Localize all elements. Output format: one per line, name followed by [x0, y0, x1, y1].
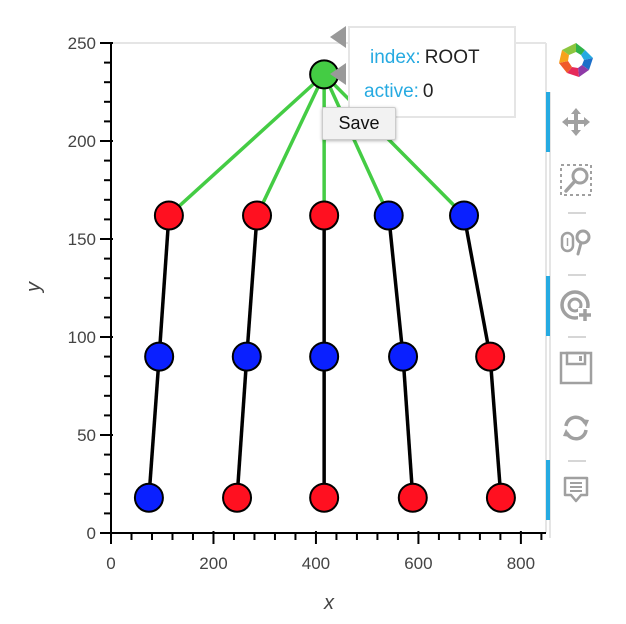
tap-active-indicator — [546, 276, 550, 336]
graph-node[interactable] — [475, 341, 506, 372]
save-tool-button[interactable] — [556, 348, 596, 388]
bokeh-logo-icon — [559, 43, 593, 77]
graph-node[interactable] — [242, 200, 273, 231]
graph-nodes — [133, 59, 516, 513]
save-tooltip: Save — [322, 107, 396, 140]
graph-node[interactable] — [373, 200, 404, 231]
hover-active-indicator — [546, 460, 550, 520]
x-axis-label: x — [323, 592, 335, 614]
y-axis-label: y — [23, 281, 45, 294]
graph-node[interactable] — [449, 200, 480, 231]
toolbar-separator — [568, 212, 586, 214]
graph-node[interactable] — [231, 341, 262, 372]
x-tick-label: 400 — [302, 554, 330, 573]
tooltip-key: index: — [370, 47, 421, 68]
box-zoom-tool-button[interactable] — [556, 160, 596, 200]
graph-edge — [322, 73, 466, 217]
x-tick-label: 200 — [199, 554, 227, 573]
box-zoom-icon — [560, 164, 592, 196]
graph-node[interactable] — [397, 482, 428, 513]
y-tick-label: 0 — [87, 524, 96, 543]
wheel-zoom-tool-button[interactable] — [556, 222, 596, 262]
y-tick-label: 100 — [68, 328, 96, 347]
tap-tool-button[interactable] — [556, 286, 596, 326]
graph-node[interactable] — [153, 200, 184, 231]
graph-node[interactable] — [133, 482, 164, 513]
pan-active-indicator — [546, 92, 550, 152]
y-tick-label: 200 — [68, 132, 96, 151]
hover-icon — [563, 476, 589, 503]
graph-edge — [235, 356, 249, 498]
tap-icon — [560, 290, 592, 322]
tooltip-arrow — [330, 26, 346, 48]
tooltip-arrow — [330, 63, 346, 85]
reset-tool-button[interactable] — [556, 408, 596, 448]
x-tick-label: 0 — [106, 554, 115, 573]
graph-edge — [167, 73, 326, 217]
hover-tooltip: index: ROOT active: 0 — [330, 26, 516, 118]
x-tick-label: 600 — [404, 554, 432, 573]
wheel-zoom-icon — [560, 229, 591, 256]
graph-edge — [322, 73, 391, 217]
graph-edge — [255, 73, 326, 217]
y-tick-label: 50 — [77, 426, 96, 445]
graph-node[interactable] — [309, 341, 340, 372]
pan-icon — [562, 108, 590, 136]
hover-tool-button[interactable] — [556, 470, 596, 510]
toolbar-divider — [549, 92, 551, 538]
bokeh-logo[interactable] — [556, 40, 596, 80]
graph-node[interactable] — [485, 482, 516, 513]
toolbar-separator — [568, 274, 586, 276]
graph-node[interactable] — [309, 482, 340, 513]
graph-edges — [147, 73, 503, 498]
graph-edge — [157, 215, 171, 357]
y-tick-label: 150 — [68, 230, 96, 249]
graph-edge — [245, 215, 259, 357]
tooltip-row-index: index: ROOT — [370, 47, 480, 69]
pan-tool-button[interactable] — [556, 102, 596, 142]
x-axis: 0 200 400 600 800 — [101, 531, 546, 573]
tooltip-key: active: — [364, 81, 419, 102]
y-tick-label: 250 — [68, 34, 96, 53]
toolbar-separator — [568, 336, 586, 338]
graph-node[interactable] — [388, 341, 419, 372]
y-axis: 0 50 100 150 200 250 — [68, 34, 113, 543]
graph-edge — [401, 356, 415, 498]
graph-edge — [147, 356, 161, 498]
tooltip-value: ROOT — [424, 47, 480, 68]
reset-icon — [563, 415, 589, 441]
tooltip-row-active: active: 0 — [364, 81, 434, 103]
save-icon — [559, 351, 593, 385]
graph-edge — [488, 356, 503, 498]
graph-edge — [386, 215, 405, 357]
graph-node[interactable] — [222, 482, 253, 513]
x-tick-label: 800 — [507, 554, 535, 573]
graph-node[interactable] — [309, 200, 340, 231]
graph-node[interactable] — [144, 341, 175, 372]
tooltip-value: 0 — [422, 81, 434, 102]
graph-edge — [462, 215, 492, 357]
toolbar — [546, 36, 606, 536]
toolbar-separator — [568, 460, 586, 462]
